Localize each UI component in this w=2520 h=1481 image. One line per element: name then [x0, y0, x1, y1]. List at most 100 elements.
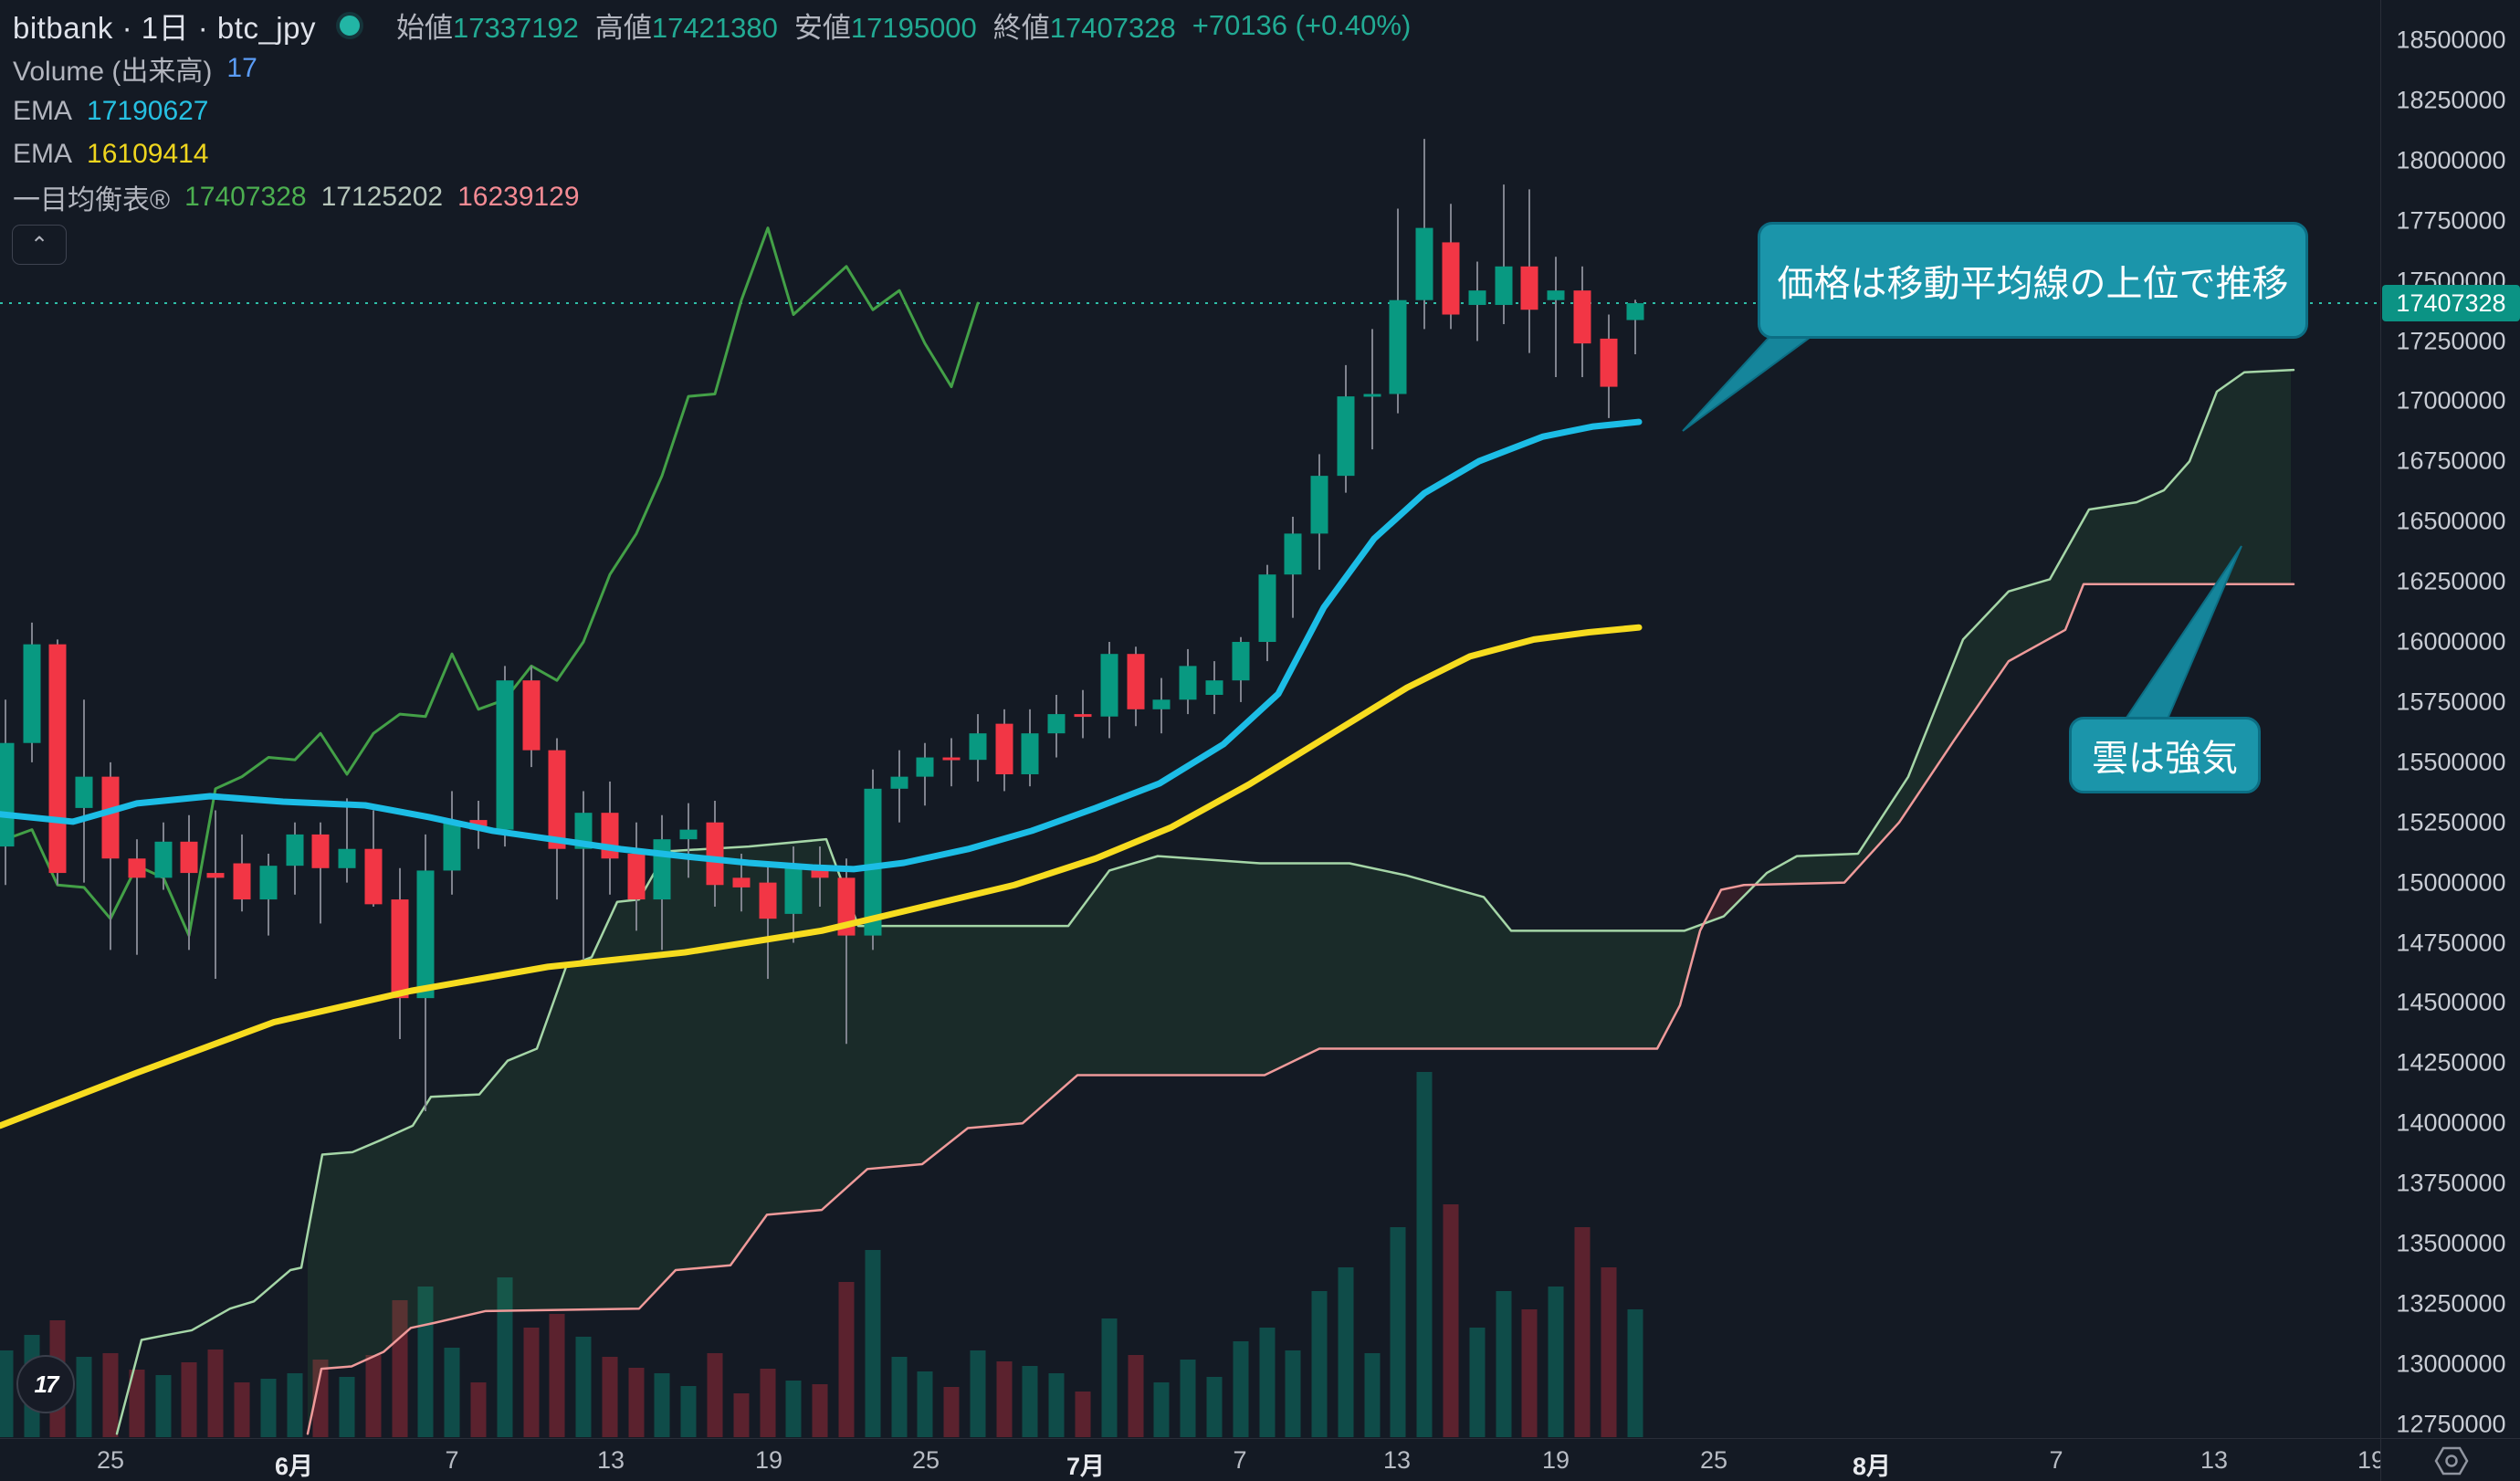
price-tick: 13750000 [2396, 1169, 2506, 1197]
symbol-title: bitbank · 1日 · btc_jpy [13, 10, 316, 45]
price-tick: 14500000 [2396, 988, 2506, 1016]
volume-bar [838, 1282, 855, 1437]
price-tick: 14250000 [2396, 1048, 2506, 1077]
time-tick: 7月 [1066, 1453, 1106, 1480]
candle-body [1074, 714, 1092, 718]
volume-bar [1259, 1328, 1276, 1437]
volume-bar [891, 1357, 908, 1437]
ema1-value: 17190627 [87, 95, 209, 126]
candle-body [1363, 394, 1381, 397]
time-tick: 8月 [1852, 1453, 1892, 1480]
indicator-row-ema1[interactable]: EMA 17190627 [13, 89, 1411, 132]
volume-bar [970, 1350, 986, 1437]
indicator-row-ichimoku[interactable]: 一目均衡表® 17407328 17125202 16239129 [13, 175, 1411, 218]
price-tick: 16250000 [2396, 567, 2506, 595]
cloud-fill [1706, 884, 1754, 923]
senkou-b-line [306, 583, 2295, 1435]
candle-body [916, 757, 934, 777]
annotation-price-above-ma[interactable]: 価格は移動平均線の上位で推移 [1758, 222, 2308, 339]
candle-body [75, 776, 93, 808]
price-tick: 15250000 [2396, 808, 2506, 836]
price-tick: 13250000 [2396, 1289, 2506, 1318]
volume-bar [470, 1382, 487, 1437]
volume-bar [1390, 1227, 1406, 1437]
symbol-row[interactable]: bitbank · 1日 · btc_jpy 始値17337192 高値1742… [13, 4, 1411, 47]
candle-body [1021, 733, 1039, 774]
price-tick: 16000000 [2396, 627, 2506, 656]
indicator-row-ema2[interactable]: EMA 16109414 [13, 132, 1411, 175]
candle-body [969, 733, 987, 761]
candle-body [522, 680, 541, 751]
tradingview-logo[interactable]: 17 [16, 1355, 75, 1413]
price-axis[interactable]: 18500000 18250000 18000000 17750000 17500000… [2380, 0, 2520, 1438]
volume-bar [654, 1373, 670, 1437]
volume-bar [1285, 1350, 1301, 1437]
volume-bar [155, 1375, 172, 1437]
price-tick: 17750000 [2396, 206, 2506, 235]
close-label: 終値 [992, 12, 1050, 44]
chikou-line [4, 226, 980, 938]
price-tick: 13500000 [2396, 1229, 2506, 1257]
price-tick: 16500000 [2396, 507, 2506, 535]
volume-bar [523, 1328, 540, 1437]
volume-bar [1574, 1227, 1591, 1437]
candle-body [443, 822, 461, 871]
annotation-cloud-bullish[interactable]: 雲は強気 [2069, 717, 2261, 793]
volume-bar [1416, 1072, 1433, 1437]
candle-body [1205, 680, 1223, 696]
high-value: 17421380 [651, 12, 778, 44]
open-value: 17337192 [452, 12, 579, 44]
chart-legend: bitbank · 1日 · btc_jpy 始値17337192 高値1742… [13, 4, 1411, 218]
volume-bar [1311, 1291, 1328, 1437]
candle-body [1573, 290, 1591, 344]
annotation-text: 雲は強気 [2092, 739, 2238, 779]
price-tick: 15500000 [2396, 748, 2506, 776]
price-tick: 12750000 [2396, 1410, 2506, 1438]
candle-body [1520, 266, 1538, 310]
candle-body [706, 822, 724, 886]
price-tick: 17250000 [2396, 327, 2506, 354]
volume-bar [1048, 1373, 1065, 1437]
candle-body [1310, 476, 1328, 534]
candle-body [206, 873, 225, 878]
price-tick: 13000000 [2396, 1350, 2506, 1378]
annotation-tail [1682, 326, 1828, 432]
volume-bar [365, 1355, 382, 1437]
tradingview-logo-glyph: 17 [34, 1370, 59, 1398]
time-tick: 13 [2200, 1446, 2229, 1474]
volume-bar [575, 1337, 592, 1437]
time-axis[interactable]: 25 6月 7 13 19 25 7月 7 13 19 25 8月 7 13 19 [0, 1438, 2520, 1481]
candle-body [759, 882, 777, 919]
ema2-value: 16109414 [87, 138, 209, 169]
candle-body [679, 829, 698, 840]
candle-body [574, 813, 593, 849]
volume-bar [628, 1368, 645, 1437]
indicator-row-volume[interactable]: Volume (出来高) 17 [13, 47, 1411, 89]
candle-body [1547, 290, 1565, 300]
candle-body [496, 680, 514, 830]
ema1-label: EMA [13, 95, 73, 126]
price-tick: 16750000 [2396, 446, 2506, 475]
cloud-fill [308, 839, 1703, 1434]
candle-body [1468, 290, 1486, 305]
eye-hexagon-icon [2434, 1446, 2468, 1475]
candle-body [732, 877, 751, 888]
time-tick: 7 [445, 1446, 459, 1474]
ema-slow-line [0, 624, 1643, 1129]
time-tick: 7 [2049, 1446, 2063, 1474]
volume-bar [312, 1360, 329, 1437]
legend-collapse-button[interactable]: ⌃ [12, 225, 67, 265]
volume-bar [1338, 1267, 1354, 1437]
senkou-a-line [115, 368, 2295, 1435]
volume-bar [707, 1353, 723, 1437]
volume-value: 17 [226, 52, 257, 83]
price-tick: 14000000 [2396, 1108, 2506, 1137]
volume-bar [1101, 1318, 1118, 1437]
candle-body [286, 834, 304, 867]
candle-body [864, 788, 882, 936]
price-scale-settings[interactable] [2380, 1438, 2520, 1481]
volume-bar [865, 1250, 881, 1437]
volume-bar [497, 1277, 513, 1437]
candle-body [784, 866, 803, 914]
